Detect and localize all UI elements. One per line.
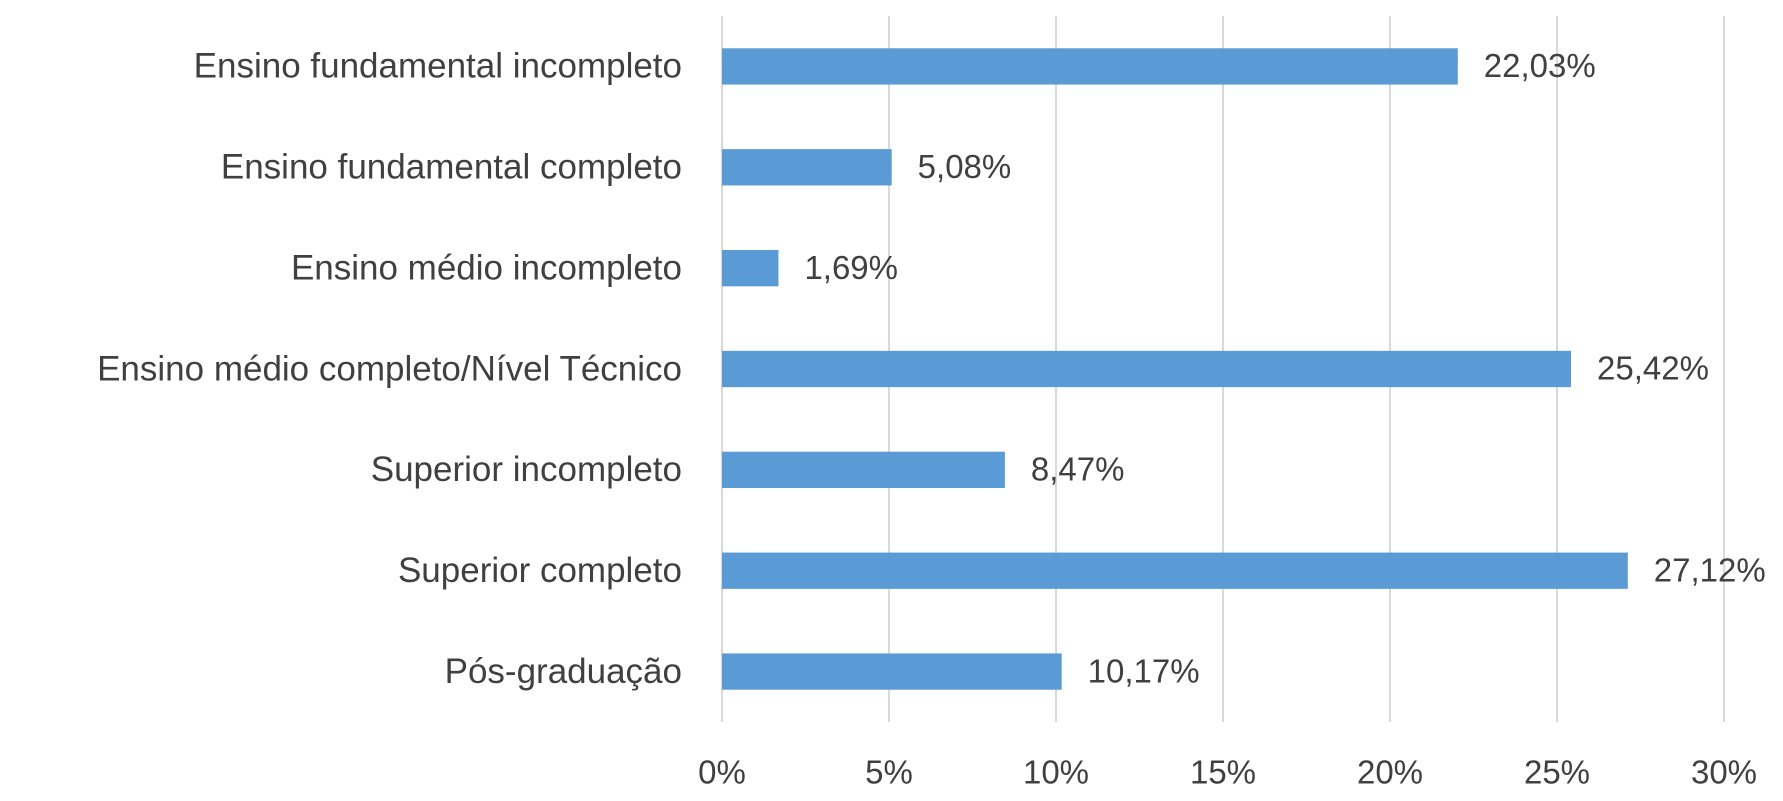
bar	[722, 451, 1005, 489]
y-tick-label: Ensino fundamental incompleto	[194, 47, 682, 86]
y-tick-label: Ensino fundamental completo	[221, 148, 682, 187]
data-label: 5,08%	[918, 148, 1012, 185]
data-label: 8,47%	[1031, 451, 1125, 488]
x-tick-label: 10%	[1023, 754, 1089, 791]
x-tick-label: 15%	[1190, 754, 1256, 791]
x-tick-label: 5%	[865, 754, 913, 791]
y-tick-label: Pós-graduação	[445, 652, 682, 691]
y-tick-label: Ensino médio completo/Nível Técnico	[97, 349, 682, 388]
bar	[722, 653, 1062, 690]
data-label: 27,12%	[1654, 551, 1766, 588]
y-tick-label: Ensino médio incompleto	[291, 248, 682, 287]
x-tick-label: 20%	[1357, 754, 1423, 791]
bar	[722, 149, 892, 186]
data-label: 25,42%	[1597, 350, 1709, 387]
bar	[722, 552, 1628, 589]
bar	[722, 48, 1458, 85]
bar	[722, 350, 1572, 388]
y-tick-label: Superior incompleto	[371, 450, 682, 489]
x-tick-label: 25%	[1524, 754, 1590, 791]
bar	[722, 249, 779, 287]
data-label: 22,03%	[1484, 47, 1596, 84]
y-tick-label: Superior completo	[398, 551, 682, 590]
data-label: 1,69%	[804, 249, 898, 286]
x-tick-label: 0%	[698, 754, 746, 791]
data-label: 10,17%	[1088, 652, 1200, 689]
x-tick-label: 30%	[1691, 754, 1757, 791]
